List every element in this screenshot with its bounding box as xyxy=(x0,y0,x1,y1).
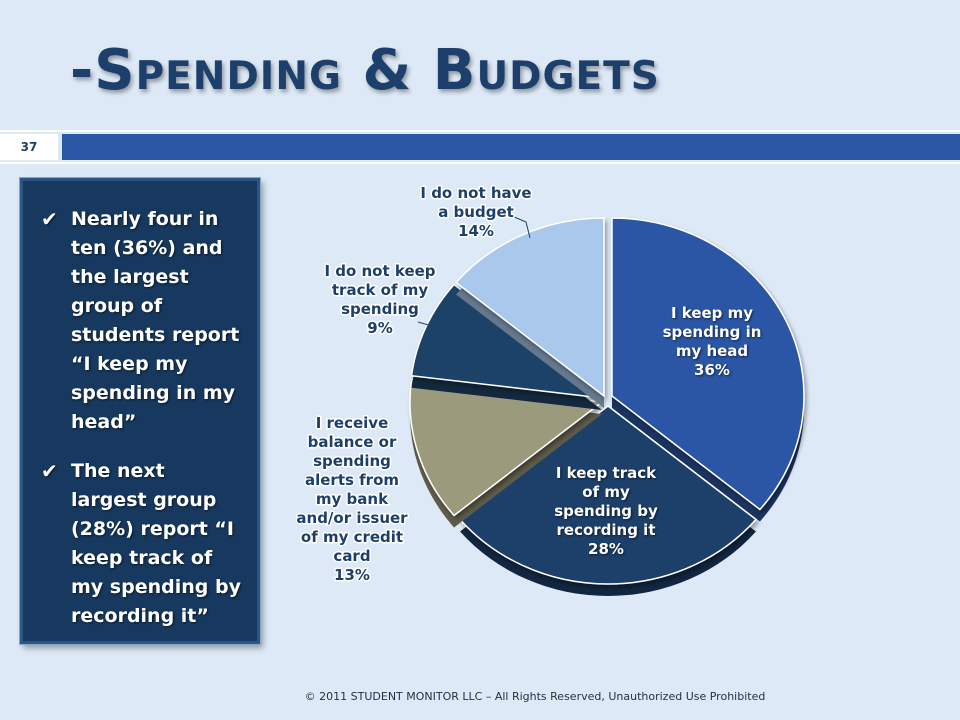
checkmark-icon: ✔ xyxy=(41,207,58,231)
slice-value-label: 36% xyxy=(694,361,730,379)
slice-label-line: of my credit xyxy=(301,528,403,546)
header-rule-top-line xyxy=(0,130,960,132)
slice-label-line: recording it xyxy=(557,521,656,539)
slice-label-line: alerts from xyxy=(305,471,399,489)
finding-item: ✔ Nearly four in ten (36%) and the large… xyxy=(41,205,243,437)
slice-label: I keep my spending in my head 36% xyxy=(663,304,762,379)
slice-label-line: my head xyxy=(676,342,748,360)
slice-label-line: balance or xyxy=(308,433,397,451)
slice-label-line: and/or issuer xyxy=(296,509,408,527)
pie-slice xyxy=(409,378,604,517)
slice-label-line: spending xyxy=(313,452,391,470)
slide-title: -Spending & Budgets xyxy=(70,38,660,103)
slice-label: I do not have a budget 14% xyxy=(420,184,531,240)
slice-label-line: I keep my xyxy=(671,304,753,322)
slice-label-line: track of my xyxy=(332,281,428,299)
slice-value-label: 14% xyxy=(458,222,494,240)
slice-label-line: I keep track xyxy=(556,464,657,482)
slice-value-label: 28% xyxy=(588,540,624,558)
header-rule-bottom-line xyxy=(0,162,960,164)
header-rule-bar xyxy=(62,134,960,160)
slice-label-line: I receive xyxy=(316,414,389,432)
pie-slice xyxy=(454,217,605,398)
slice-label-line: a budget xyxy=(438,203,514,221)
slice-label-line: I do not have xyxy=(420,184,531,202)
slice-label: I receive balance or spending alerts from my… xyxy=(296,414,408,584)
slice-label: I keep track of my spending by recording it… xyxy=(554,464,658,558)
slice-label-line: of my xyxy=(582,483,630,501)
finding-text: Nearly four in ten (36%) and the largest… xyxy=(71,208,240,433)
slice-label-line: card xyxy=(333,547,370,565)
checkmark-icon: ✔ xyxy=(41,459,58,483)
pie-slice xyxy=(611,217,805,511)
slice-label-line: my bank xyxy=(316,490,389,508)
slice-label-line: spending by xyxy=(554,502,658,520)
leader-line xyxy=(511,215,531,239)
slice-value-label: 13% xyxy=(334,566,370,584)
slice-label-line: spending in xyxy=(663,323,762,341)
key-findings-callout: ✔ Nearly four in ten (36%) and the large… xyxy=(19,177,261,645)
slice-label-line: spending xyxy=(341,300,419,318)
slice-label: I do not keep track of my spending 9% xyxy=(324,262,435,337)
copyright-footer: © 2011 STUDENT MONITOR LLC – All Rights … xyxy=(304,690,766,703)
pie-slice xyxy=(458,405,758,585)
findings-list: ✔ Nearly four in ten (36%) and the large… xyxy=(41,205,243,631)
leader-line xyxy=(417,321,447,327)
slice-label-line: I do not keep xyxy=(324,262,435,280)
finding-text: The next largest group (28%) report “I k… xyxy=(71,460,241,627)
page-number: 37 xyxy=(0,134,58,160)
finding-item: ✔ The next largest group (28%) report “I… xyxy=(41,457,243,631)
slice-value-label: 9% xyxy=(367,319,392,337)
